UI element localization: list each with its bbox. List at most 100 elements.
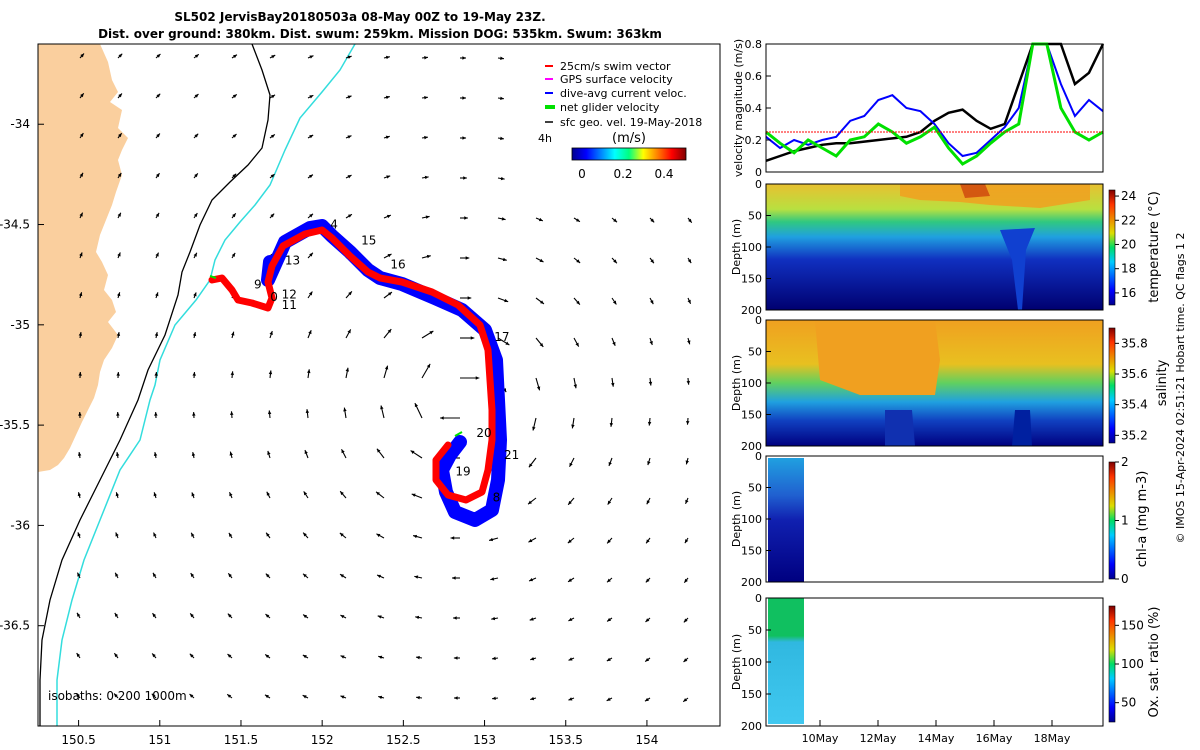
velocity-arrowhead <box>155 173 160 178</box>
velocity-arrowhead <box>378 695 383 700</box>
velocity-panel: 0 0.2 0.4 0.6 0.8 velocity magnitude (m/s) <box>732 38 1105 179</box>
velocity-arrowhead <box>376 533 381 538</box>
salinity-ylabel: Depth (m) <box>730 355 743 411</box>
velocity-arrowhead <box>118 93 122 98</box>
velocity-arrowhead <box>153 452 158 456</box>
velocity-arrowhead <box>115 572 119 577</box>
oxygen-y-ticks: 0 50 100 150 200 <box>741 592 771 733</box>
velocity-arrowhead <box>347 55 352 59</box>
glider-track <box>208 219 507 527</box>
velocity-arrowhead <box>576 300 580 305</box>
velocity-arrowhead <box>191 532 195 537</box>
velocity-arrowhead <box>230 411 234 416</box>
isobath-label: isobaths: 0 200 1000m <box>48 689 187 703</box>
velocity-arrowhead <box>151 693 156 698</box>
track-day-label: 4 <box>330 218 338 232</box>
salinity-low-patch <box>885 410 915 446</box>
isobath-200m <box>56 43 356 726</box>
velocity-arrowhead <box>191 452 196 457</box>
velocity-arrowhead <box>118 53 123 58</box>
velocity-arrowhead <box>492 656 496 661</box>
velocity-arrowhead <box>271 55 276 59</box>
velocity-arrowhead <box>227 654 232 658</box>
velocity-arrowhead <box>606 697 611 701</box>
velocity-arrowhead <box>501 217 506 221</box>
velocity-arrowhead <box>452 576 456 580</box>
oxygen-colorbar <box>1108 605 1116 723</box>
chla-y-ticks: 0 50 100 150 200 <box>741 450 771 589</box>
map-legend: 25cm/s swim vector GPS surface velocity … <box>538 60 702 181</box>
surface-velocity-vectors <box>75 53 693 703</box>
velocity-arrowhead <box>538 217 543 222</box>
velocity-arrowhead <box>611 382 615 387</box>
velocity-arrowhead <box>152 613 157 618</box>
y-tick-label: 200 <box>741 576 762 589</box>
chla-ylabel: Depth (m) <box>730 491 743 547</box>
velocity-arrowhead <box>612 300 617 305</box>
oxygen-panel: 0 50 100 150 200 Depth (m) 50 100 150 Ox. sat.… <box>730 592 1162 745</box>
velocity-arrowhead <box>340 615 345 619</box>
velocity-arrowhead <box>568 500 572 505</box>
legend-suffix: 4h <box>538 132 552 145</box>
velocity-arrowhead <box>416 655 420 660</box>
velocity-arrowhead <box>76 653 81 658</box>
velocity-arrowhead <box>377 615 382 619</box>
velocity-arrowhead <box>528 463 533 468</box>
y-tick-label: -34.5 <box>0 218 30 232</box>
temperature-colorbar <box>1108 189 1116 306</box>
y-tick-label: 150 <box>741 273 762 286</box>
temperature-colorbar-ticks: 16 18 20 22 24 <box>1115 189 1136 300</box>
velocity-arrowhead <box>688 218 692 223</box>
x-tick-label: 14May <box>918 732 955 745</box>
x-tick-label: 150.5 <box>61 733 95 747</box>
x-tick-label: 152 <box>311 733 334 747</box>
velocity-arrowhead <box>387 253 392 258</box>
colorbar-tick-label: 24 <box>1121 189 1136 203</box>
colorbar-tick-label: 35.4 <box>1121 398 1148 412</box>
velocity-arrowhead <box>194 173 198 178</box>
y-tick-label: 50 <box>748 346 762 359</box>
temperature-panel: 0 50 100 150 200 Depth (m) 16 18 20 22 24 temper… <box>730 178 1162 317</box>
velocity-arrowhead <box>80 53 85 58</box>
legend-item-dive-avg: dive-avg current veloc. <box>545 87 687 100</box>
velocity-arrowhead <box>305 409 310 414</box>
velocity-arrowhead <box>416 695 420 700</box>
velocity-arrowhead <box>646 500 650 505</box>
colorbar-tick-label: 35.2 <box>1121 428 1148 442</box>
velocity-background <box>766 44 1103 172</box>
velocity-arrowhead <box>302 695 307 699</box>
salinity-y-ticks: 0 50 100 150 200 <box>741 314 771 453</box>
velocity-arrowhead <box>271 94 276 99</box>
velocity-ylabel: velocity magnitude (m/s) <box>732 39 745 177</box>
velocity-arrowhead <box>156 54 161 58</box>
velocity-arrowhead <box>155 212 160 217</box>
velocity-arrowhead <box>424 135 428 140</box>
velocity-arrowhead <box>190 573 195 577</box>
track-day-label: 12 <box>282 288 297 302</box>
velocity-arrowhead <box>308 330 312 335</box>
velocity-arrowhead <box>575 218 580 222</box>
velocity-arrowhead <box>340 491 344 496</box>
temperature-cold-intrusion <box>1000 228 1035 310</box>
velocity-arrowhead <box>155 292 159 297</box>
velocity-arrowhead <box>649 341 653 346</box>
velocity-arrowhead <box>470 336 475 340</box>
velocity-arrowhead <box>152 572 157 577</box>
velocity-arrowhead <box>569 462 573 467</box>
velocity-arrowhead <box>687 259 692 264</box>
velocity-arrowhead <box>529 617 534 621</box>
velocity-arrowhead <box>227 613 232 618</box>
velocity-arrowhead <box>424 95 428 100</box>
chla-colorbar-ticks: 0 1 2 <box>1115 455 1129 586</box>
legend-label: net glider velocity <box>560 101 660 114</box>
velocity-arrowhead <box>269 330 273 335</box>
velocity-arrowhead <box>154 412 158 416</box>
velocity-arrowhead <box>79 172 84 177</box>
velocity-arrowhead <box>115 532 119 537</box>
velocity-arrowhead <box>532 426 536 431</box>
velocity-arrowhead <box>410 450 415 454</box>
x-tick-label: 151.5 <box>224 733 258 747</box>
velocity-arrowhead <box>462 96 466 100</box>
velocity-arrowhead <box>116 372 120 376</box>
